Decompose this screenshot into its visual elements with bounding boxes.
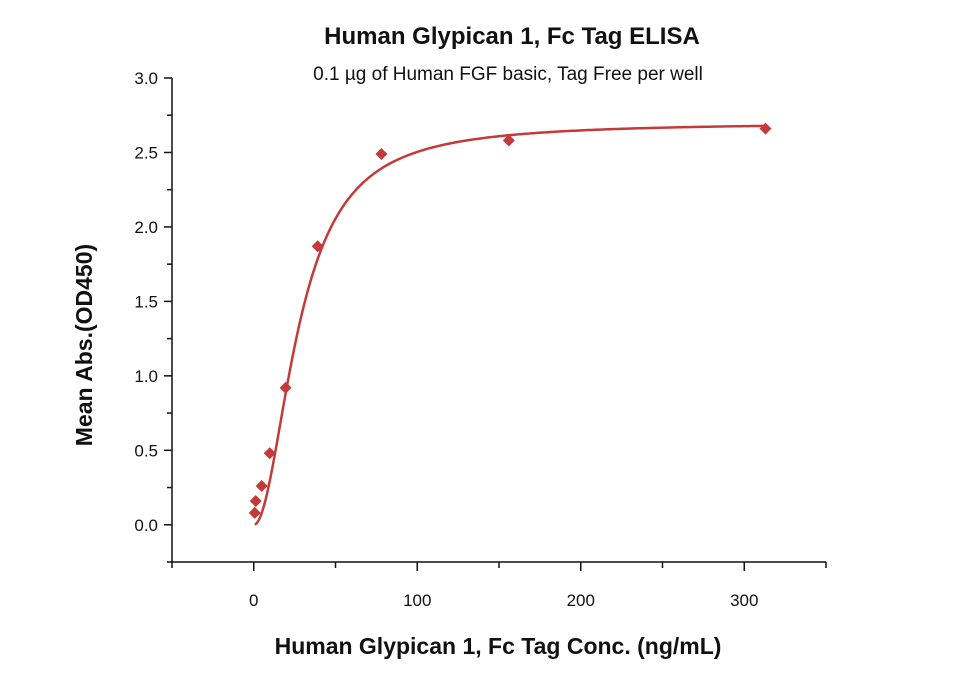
data-point <box>375 147 388 160</box>
y-tick-label: 0.0 <box>134 516 158 535</box>
x-axis-ticks: 0 100 200 300 <box>171 562 827 610</box>
fit-curve <box>254 124 766 526</box>
x-axis-label: Human Glypican 1, Fc Tag Conc. (ng/mL) <box>275 633 722 659</box>
data-point <box>249 494 262 507</box>
y-axis-label: Mean Abs.(OD450) <box>71 244 97 446</box>
y-axis-ticks: 0.0 0.5 1.0 1.5 2.0 2.5 3.0 <box>134 69 172 563</box>
data-point <box>279 381 292 394</box>
x-tick-label: 300 <box>730 591 758 610</box>
data-point <box>311 240 324 253</box>
chart-title: Human Glypican 1, Fc Tag ELISA <box>324 23 700 50</box>
y-tick-label: 2.5 <box>134 143 158 162</box>
data-point <box>248 506 261 519</box>
data-point <box>255 480 268 493</box>
x-tick-label: 200 <box>567 591 595 610</box>
x-tick-label: 100 <box>403 591 431 610</box>
y-tick-label: 0.5 <box>134 441 158 460</box>
y-tick-label: 1.5 <box>134 292 158 311</box>
data-points <box>248 122 772 519</box>
data-point <box>502 134 515 147</box>
x-tick-label: 0 <box>249 591 258 610</box>
y-tick-label: 1.0 <box>134 367 158 386</box>
data-point <box>759 122 772 135</box>
y-tick-label: 3.0 <box>134 69 158 88</box>
data-point <box>263 447 276 460</box>
y-tick-label: 2.0 <box>134 218 158 237</box>
chart-subtitle: 0.1 µg of Human FGF basic, Tag Free per … <box>313 64 703 85</box>
